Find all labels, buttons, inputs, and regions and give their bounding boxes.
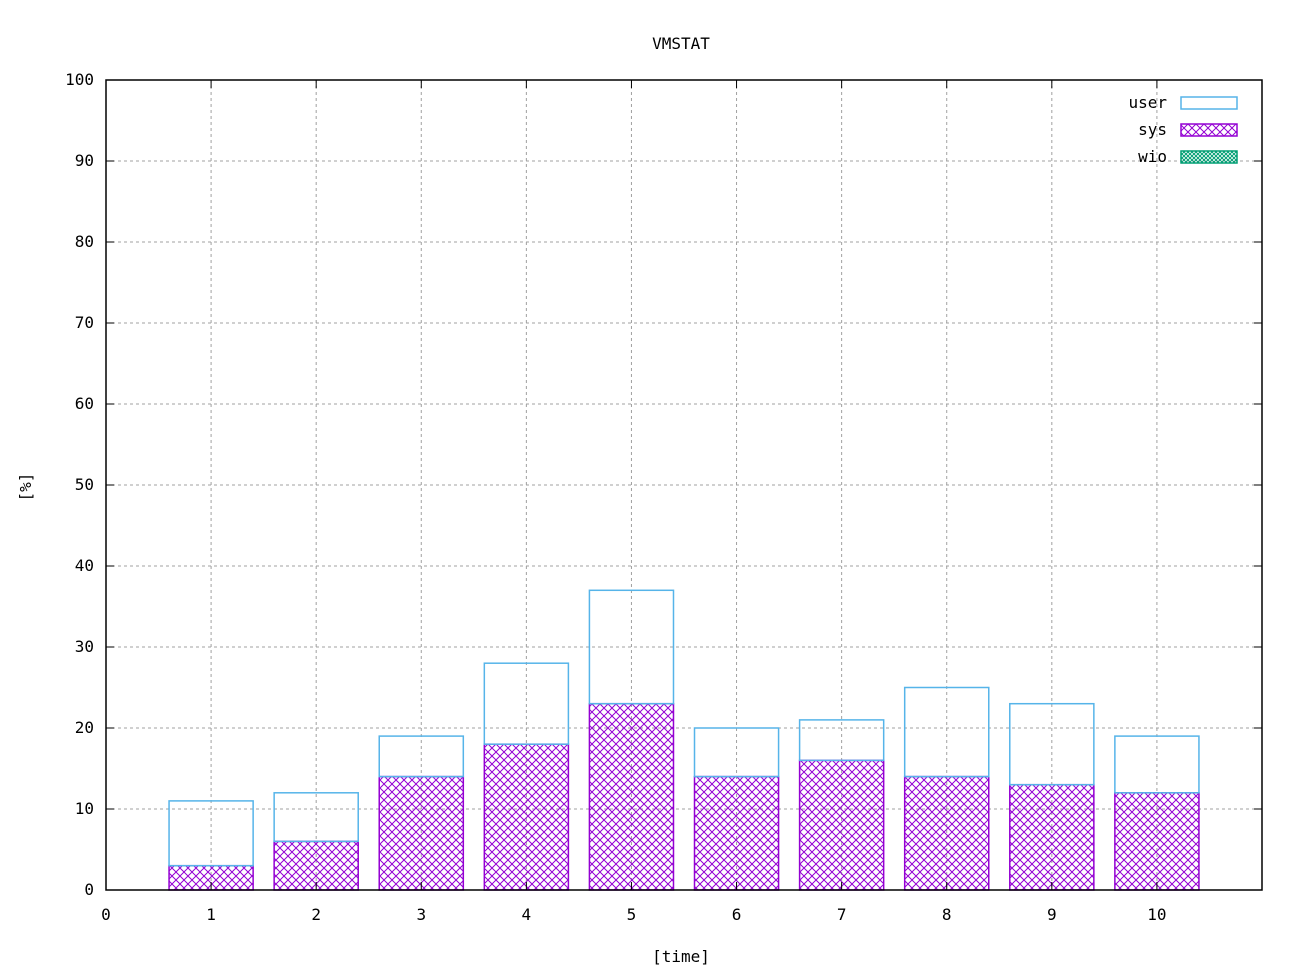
y-tick-label: 40 [75, 556, 94, 575]
x-tick-label: 3 [416, 905, 426, 924]
x-tick-label: 7 [837, 905, 847, 924]
y-tick-label: 20 [75, 718, 94, 737]
bar-sys-2 [273, 840, 359, 891]
bar-user-3 [378, 735, 465, 778]
legend-label-wio: wio [1138, 147, 1167, 166]
bar-sys-3 [378, 775, 465, 891]
legend-swatch-wio [1180, 150, 1238, 164]
y-tick-label: 70 [75, 313, 94, 332]
y-tick-label: 80 [75, 232, 94, 251]
bar-sys-10 [1114, 792, 1200, 891]
axes: 0 10 20 30 40 50 60 70 80 90 100 0 1 2 3 4 5 6 7 8 9 10 [65, 70, 1263, 924]
bar-user-8 [903, 686, 990, 778]
legend-swatch-user [1180, 96, 1238, 110]
x-tick-label: 2 [311, 905, 321, 924]
x-tick-label: 8 [942, 905, 952, 924]
bar-user-10 [1114, 735, 1200, 794]
y-tick-label: 60 [75, 394, 94, 413]
bar-user-4 [483, 662, 570, 745]
legend: user sys wio [1128, 93, 1238, 166]
bar-sys-7 [798, 759, 885, 891]
bar-user-6 [693, 727, 780, 778]
y-tick-label: 100 [65, 70, 94, 89]
chart-title: VMSTAT [652, 34, 710, 53]
x-tick-label: 1 [206, 905, 216, 924]
legend-swatch-sys [1180, 123, 1238, 137]
x-axis-label: [time] [652, 947, 710, 966]
bar-sys-5 [588, 702, 675, 891]
x-tick-label: 5 [627, 905, 637, 924]
grid [106, 80, 1262, 890]
y-tick-label: 30 [75, 637, 94, 656]
x-tick-label: 6 [732, 905, 742, 924]
bar-user-1 [168, 800, 254, 867]
bar-user-9 [1009, 702, 1095, 786]
y-axis-label: [%] [16, 473, 35, 502]
legend-label-sys: sys [1138, 120, 1167, 139]
x-tick-label: 10 [1147, 905, 1166, 924]
bar-sys-9 [1009, 783, 1095, 891]
y-tick-label: 90 [75, 151, 94, 170]
y-tick-label: 50 [75, 475, 94, 494]
bar-user-5 [588, 589, 675, 705]
bar-user-2 [273, 792, 359, 843]
bar-sys-8 [903, 775, 990, 891]
bar-sys-6 [693, 775, 780, 891]
x-tick-label: 4 [522, 905, 532, 924]
bars [168, 589, 1200, 891]
y-tick-label: 10 [75, 799, 94, 818]
legend-label-user: user [1128, 93, 1167, 112]
x-tick-label: 0 [101, 905, 111, 924]
x-tick-label: 9 [1047, 905, 1057, 924]
bar-sys-4 [483, 743, 570, 891]
bar-user-7 [798, 719, 885, 762]
y-tick-label: 0 [84, 880, 94, 899]
plot-border [105, 79, 1263, 891]
